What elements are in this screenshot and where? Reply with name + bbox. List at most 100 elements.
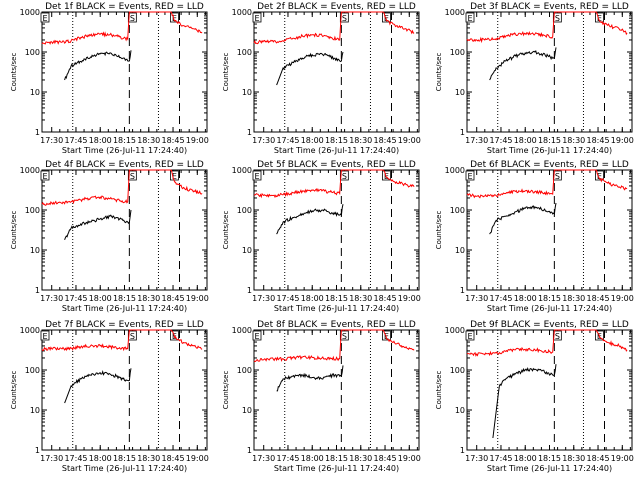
x-tick-label: 18:30 xyxy=(349,454,372,463)
y-tick-label: 1 xyxy=(35,128,40,137)
x-axis-label: Start Time (26-Jul-11 17:24:40) xyxy=(62,464,187,473)
x-tick-label: 18:00 xyxy=(301,136,324,145)
panel-det-2f: Det 2f BLACK = Events, RED = LLD 1 10 100 10… xyxy=(222,2,421,155)
panel-det-3f: Det 3f BLACK = Events, RED = LLD 1 10 100 10… xyxy=(435,2,634,155)
panel-det-4f: Det 4f BLACK = Events, RED = LLD 1 10 100 10… xyxy=(10,160,209,313)
plot-frame xyxy=(253,329,420,451)
x-tick-label: 18:45 xyxy=(373,294,396,303)
y-tick-label: 1000 xyxy=(445,326,465,335)
x-tick-label: 19:00 xyxy=(186,136,209,145)
y-axis-label: Counts/sec xyxy=(222,53,230,92)
x-tick-label: 17:45 xyxy=(489,294,512,303)
y-tick-label: 1 xyxy=(460,446,465,455)
panel-det-9f: Det 9f BLACK = Events, RED = LLD 1 10 100 10… xyxy=(435,320,634,473)
x-tick-label: 18:30 xyxy=(137,294,160,303)
plot-frame xyxy=(466,329,633,451)
x-tick-label: 18:15 xyxy=(113,294,136,303)
y-tick-label: 1000 xyxy=(445,8,465,17)
x-tick-label: 18:15 xyxy=(325,294,348,303)
marker-box xyxy=(382,12,391,23)
x-axis-label: Start Time (26-Jul-11 17:24:40) xyxy=(487,146,612,155)
marker-label: S xyxy=(130,172,135,181)
marker-label: S xyxy=(342,172,347,181)
x-tick-label: 18:15 xyxy=(113,454,136,463)
x-tick-label: 18:00 xyxy=(89,454,112,463)
events-series-line xyxy=(64,50,132,81)
panel-title: Det 3f BLACK = Events, RED = LLD xyxy=(470,2,629,12)
marker-label: S xyxy=(342,332,347,341)
lld-series-line xyxy=(41,329,203,352)
y-tick-label: 1000 xyxy=(20,8,40,17)
marker-box xyxy=(127,330,137,341)
y-axis-label: Counts/sec xyxy=(10,53,18,92)
x-tick-label: 18:30 xyxy=(137,136,160,145)
y-tick-label: 1000 xyxy=(20,326,40,335)
x-axis-label: Start Time (26-Jul-11 17:24:40) xyxy=(487,304,612,313)
marker-label: E xyxy=(172,14,177,23)
marker-box xyxy=(339,330,349,341)
y-tick-label: 10 xyxy=(455,88,465,97)
marker-label: E xyxy=(42,172,47,181)
x-tick-label: 18:45 xyxy=(586,294,609,303)
panel-det-1f: Det 1f BLACK = Events, RED = LLD 1 10 100 10… xyxy=(10,2,209,155)
marker-label: E xyxy=(254,172,259,181)
x-tick-label: 17:45 xyxy=(276,136,299,145)
marker-box xyxy=(382,330,391,341)
marker-box xyxy=(465,12,475,23)
x-tick-label: 17:30 xyxy=(252,136,275,145)
x-tick-label: 18:45 xyxy=(373,454,396,463)
y-tick-label: 10 xyxy=(455,406,465,415)
panel-title: Det 8f BLACK = Events, RED = LLD xyxy=(257,320,416,330)
marker-label: S xyxy=(130,14,135,23)
marker-box xyxy=(127,12,137,23)
x-tick-label: 17:30 xyxy=(252,294,275,303)
panel-det-5f: Det 5f BLACK = Events, RED = LLD 1 10 100 10… xyxy=(222,160,421,313)
events-series-line xyxy=(276,365,344,392)
y-tick-label: 10 xyxy=(242,246,252,255)
y-tick-label: 1000 xyxy=(232,166,252,175)
lld-series-line xyxy=(466,169,628,199)
lld-series-line xyxy=(466,11,628,44)
y-tick-label: 10 xyxy=(455,246,465,255)
lld-series-line xyxy=(253,329,415,363)
y-tick-label: 100 xyxy=(237,206,252,215)
x-tick-label: 18:00 xyxy=(89,294,112,303)
y-axis-label: Counts/sec xyxy=(222,211,230,250)
panel-title: Det 6f BLACK = Events, RED = LLD xyxy=(470,160,629,170)
marker-label: E xyxy=(597,14,602,23)
x-tick-label: 17:30 xyxy=(40,454,63,463)
marker-box xyxy=(252,170,262,181)
y-axis-label: Counts/sec xyxy=(435,371,443,410)
y-tick-label: 100 xyxy=(450,48,465,57)
y-tick-label: 10 xyxy=(30,88,40,97)
x-tick-label: 17:30 xyxy=(465,454,488,463)
x-tick-label: 17:30 xyxy=(40,136,63,145)
marker-box xyxy=(595,12,604,23)
x-tick-label: 19:00 xyxy=(611,136,634,145)
marker-box xyxy=(40,12,50,23)
y-tick-label: 10 xyxy=(30,246,40,255)
x-tick-label: 18:00 xyxy=(514,136,537,145)
y-tick-label: 10 xyxy=(242,88,252,97)
x-tick-label: 18:15 xyxy=(325,136,348,145)
plot-frame xyxy=(253,11,420,133)
marker-box xyxy=(127,170,137,181)
y-axis-label: Counts/sec xyxy=(10,211,18,250)
x-axis-label: Start Time (26-Jul-11 17:24:40) xyxy=(274,304,399,313)
x-tick-label: 17:45 xyxy=(276,454,299,463)
marker-label: E xyxy=(172,172,177,181)
marker-box xyxy=(40,170,50,181)
marker-label: S xyxy=(342,14,347,23)
x-tick-label: 18:30 xyxy=(562,294,585,303)
y-tick-label: 1 xyxy=(35,286,40,295)
marker-label: E xyxy=(597,172,602,181)
marker-box xyxy=(465,170,475,181)
panel-det-8f: Det 8f BLACK = Events, RED = LLD 1 10 100 10… xyxy=(222,320,421,473)
y-tick-label: 100 xyxy=(450,206,465,215)
x-tick-label: 17:30 xyxy=(40,294,63,303)
x-axis-label: Start Time (26-Jul-11 17:24:40) xyxy=(487,464,612,473)
y-tick-label: 1 xyxy=(247,286,252,295)
y-tick-label: 100 xyxy=(25,366,40,375)
lld-series-line xyxy=(466,329,628,357)
